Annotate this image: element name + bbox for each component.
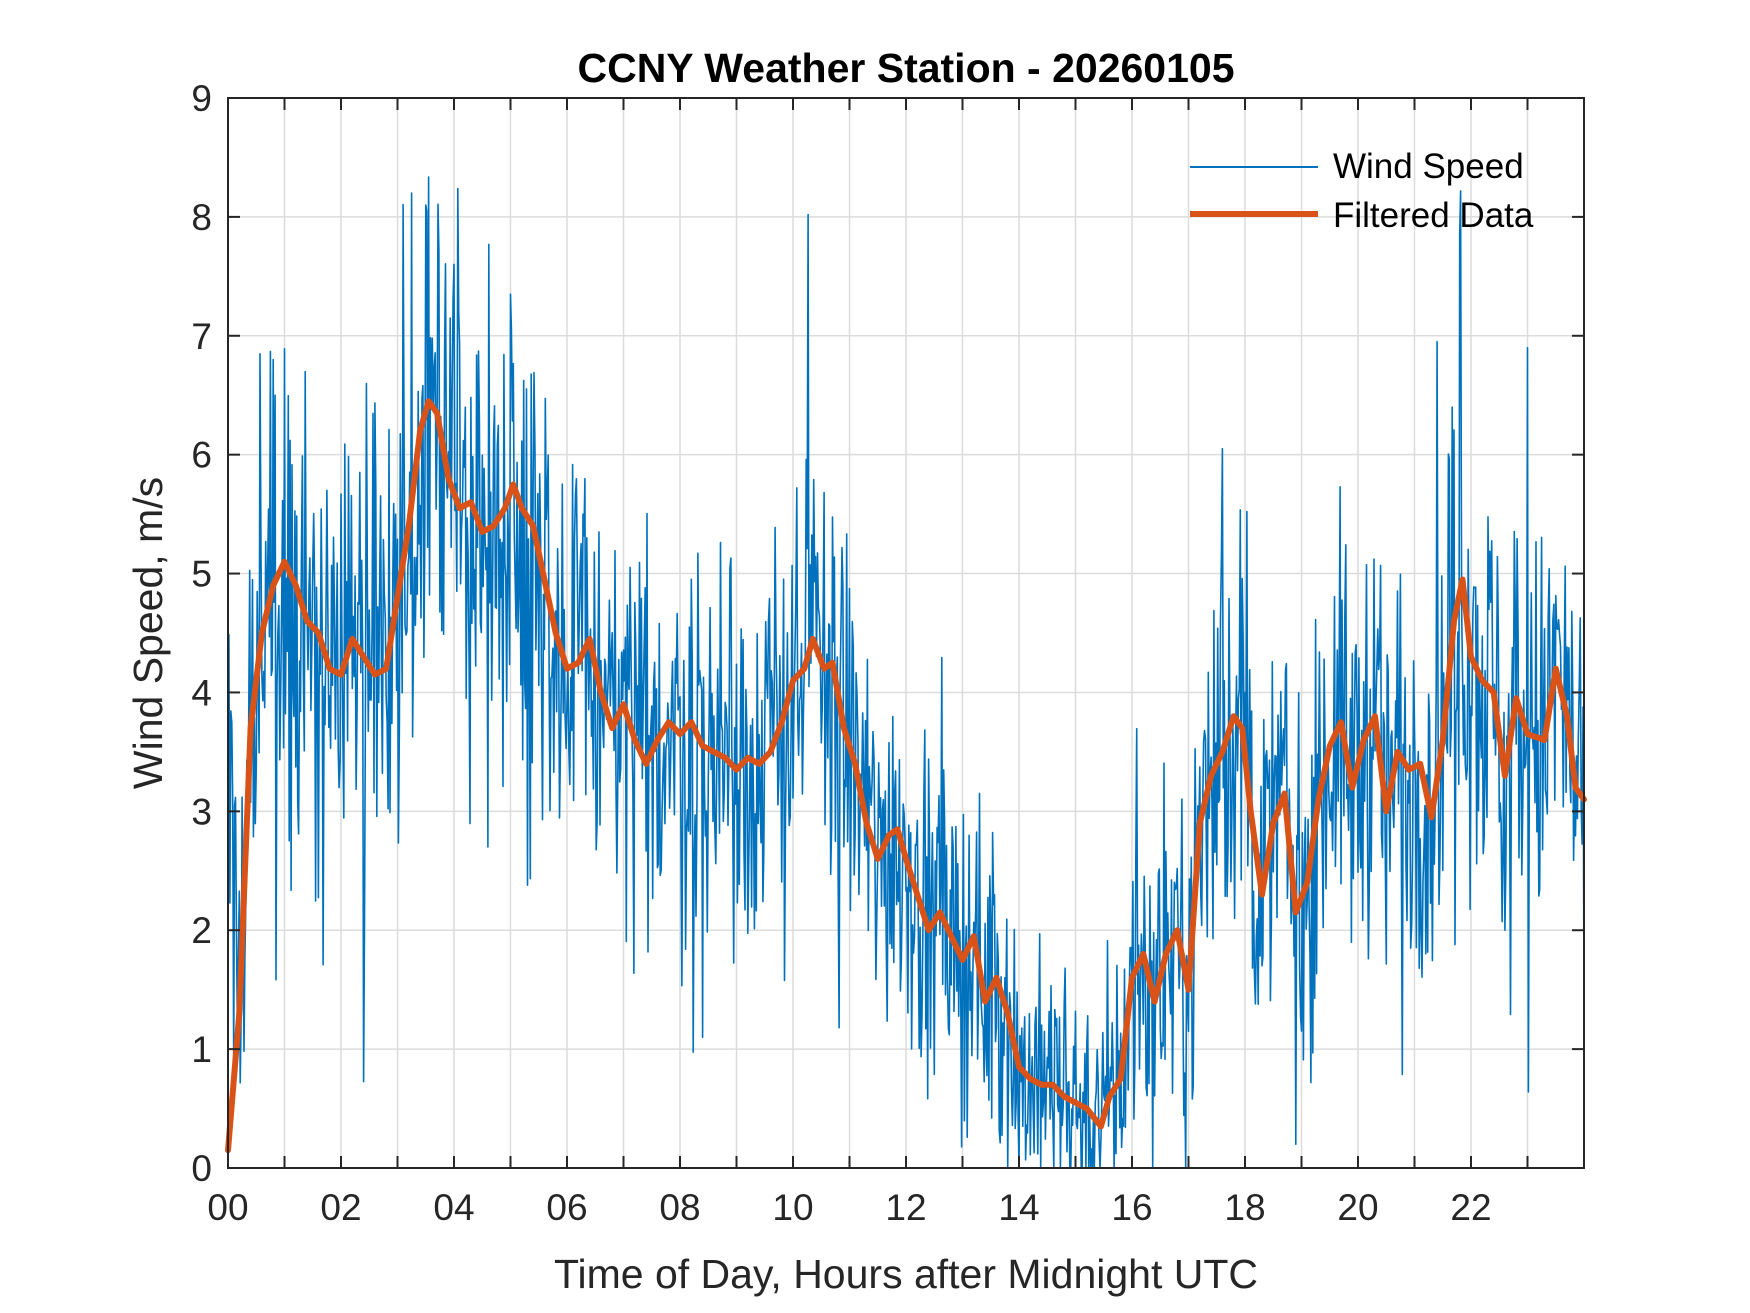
x-tick-label: 22	[1450, 1187, 1491, 1228]
x-tick-label: 14	[998, 1187, 1039, 1228]
x-tick-label: 18	[1224, 1187, 1265, 1228]
y-tick-label: 0	[191, 1148, 212, 1189]
legend: Wind Speed Filtered Data	[1190, 147, 1534, 235]
x-tick-label: 20	[1337, 1187, 1378, 1228]
filtered-data-series	[225, 398, 1587, 1154]
x-tick-label: 06	[546, 1187, 587, 1228]
x-tick-label: 04	[433, 1187, 474, 1228]
x-tick-label: 10	[772, 1187, 813, 1228]
x-tick-label: 08	[659, 1187, 700, 1228]
x-tick-label: 00	[207, 1187, 248, 1228]
x-tick-labels: 00 02 04 06 08 10 12 14 16 18 20 22	[207, 1187, 1491, 1228]
y-tick-label: 4	[191, 672, 212, 713]
y-tick-label: 8	[191, 197, 212, 238]
y-tick-labels: 0 1 2 3 4 5 6 7 8 9	[191, 78, 212, 1189]
y-tick-label: 5	[191, 554, 212, 595]
x-tick-label: 02	[320, 1187, 361, 1228]
y-tick-label: 6	[191, 435, 212, 476]
axis-ticks	[228, 97, 1584, 1169]
filtered-data-line	[225, 398, 1587, 1154]
y-tick-label: 3	[191, 791, 212, 832]
wind-speed-line	[227, 176, 1585, 1169]
chart-title: CCNY Weather Station - 20260105	[577, 45, 1234, 91]
legend-label-filtered-data: Filtered Data	[1333, 196, 1534, 235]
y-tick-label: 7	[191, 316, 212, 357]
y-tick-label: 2	[191, 910, 212, 951]
x-axis-label: Time of Day, Hours after Midnight UTC	[554, 1251, 1258, 1297]
y-tick-label: 9	[191, 78, 212, 119]
x-tick-label: 12	[885, 1187, 926, 1228]
wind-speed-series	[227, 176, 1585, 1169]
y-tick-label: 1	[191, 1029, 212, 1070]
y-axis-label: Wind Speed, m/s	[125, 477, 171, 789]
legend-label-wind-speed: Wind Speed	[1333, 147, 1524, 186]
x-tick-label: 16	[1111, 1187, 1152, 1228]
